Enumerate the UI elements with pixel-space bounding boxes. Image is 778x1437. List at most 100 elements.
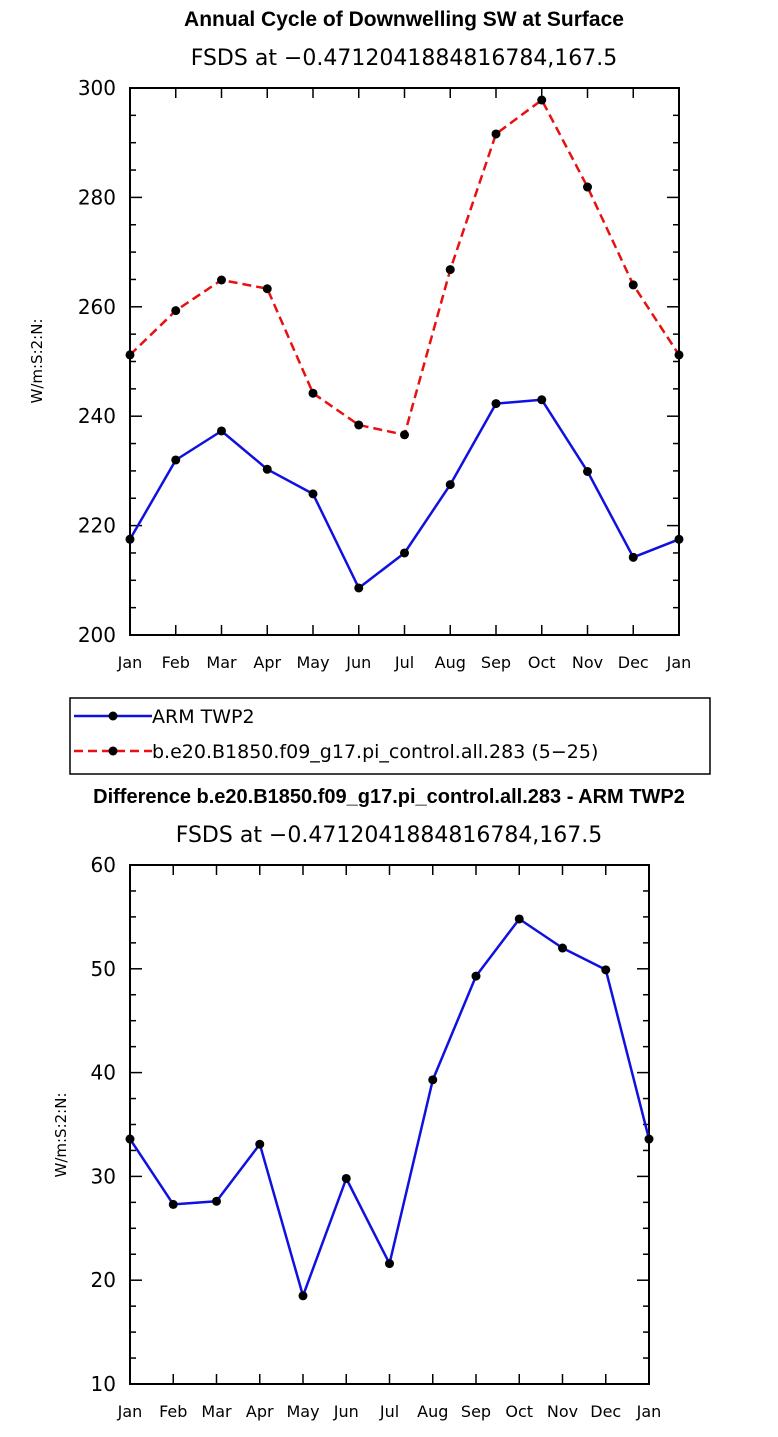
data-point [537, 395, 547, 405]
data-point [354, 420, 364, 430]
series-layer [125, 95, 684, 593]
data-point [583, 466, 592, 476]
data-point [125, 350, 135, 360]
data-point [217, 275, 226, 285]
y-tick-label: 40 [91, 1061, 116, 1085]
data-point [385, 1259, 394, 1269]
legend-label-arm-twp2: ARM TWP2 [152, 706, 255, 728]
data-point [400, 430, 409, 440]
data-point [308, 489, 318, 499]
data-point [674, 534, 684, 544]
data-point [601, 965, 611, 975]
data-point [171, 455, 181, 465]
x-tick-label: Feb [159, 1402, 187, 1421]
data-point [491, 399, 501, 409]
data-point [558, 943, 567, 953]
x-tick-label: May [286, 1402, 319, 1421]
y-tick-label: 20 [91, 1268, 116, 1292]
legend-marker-arm-twp2 [108, 711, 118, 721]
axis-ticks [129, 864, 650, 1385]
y-tick-label: 300 [78, 76, 116, 100]
data-point [262, 284, 272, 294]
x-tick-label: Feb [162, 653, 190, 672]
x-tick-label: Jul [379, 1402, 399, 1421]
legend: ARM TWP2 b.e20.B1850.f09_g17.pi_control.… [69, 697, 711, 775]
data-point [125, 1134, 135, 1144]
tick-labels: Jan Feb Mar Apr May Jun Jul Aug Sep Oct Nov Dec Jan1… [91, 853, 662, 1421]
series-layer [125, 914, 654, 1301]
data-point [400, 548, 409, 558]
data-point [255, 1139, 265, 1149]
data-point [445, 480, 455, 490]
y-tick-label: 30 [91, 1164, 116, 1188]
x-tick-label: May [296, 653, 329, 672]
data-point [428, 1075, 438, 1085]
series-line-1 [129, 98, 681, 437]
legend-label-model: b.e20.B1850.f09_g17.pi_control.all.283 (… [152, 741, 598, 763]
x-tick-label: Mar [201, 1402, 232, 1421]
x-tick-label: Jan [666, 653, 692, 672]
plot-frame [129, 864, 650, 1385]
data-point [471, 971, 481, 981]
y-tick-label: 50 [91, 957, 116, 981]
x-tick-label: Jan [636, 1402, 662, 1421]
x-tick-label: Jun [333, 1402, 359, 1421]
x-tick-label: Apr [253, 653, 281, 672]
y-tick-label: 260 [78, 295, 116, 319]
data-point [628, 280, 638, 290]
legend-box [69, 697, 711, 775]
y-tick-label: 10 [91, 1372, 116, 1396]
series-line-0 [128, 398, 680, 590]
data-point [262, 464, 272, 474]
data-point [308, 388, 318, 398]
x-tick-label: Jun [345, 653, 371, 672]
x-tick-label: Dec [590, 1402, 621, 1421]
data-point [537, 95, 547, 105]
x-tick-label: Jan [117, 653, 143, 672]
y-tick-label: 60 [91, 853, 116, 877]
y-tick-label: 200 [78, 623, 116, 647]
x-tick-label: Jan [117, 1402, 143, 1421]
data-point [628, 552, 638, 562]
axis-ticks [129, 87, 680, 636]
y-axis-label: W/m:S:2:N: [52, 1093, 70, 1178]
y-axis-label: W/m:S:2:N: [28, 319, 46, 404]
difference-chart: Difference b.e20.B1850.f09_g17.pi_contro… [52, 786, 685, 1421]
data-point [583, 182, 592, 192]
data-point [674, 350, 684, 360]
data-point [298, 1291, 308, 1301]
data-point [491, 129, 501, 139]
x-tick-label: Nov [547, 1402, 578, 1421]
legend-marker-model [108, 746, 118, 756]
series-line-0 [128, 917, 651, 1298]
x-tick-label: Apr [246, 1402, 274, 1421]
x-tick-label: Oct [528, 653, 556, 672]
x-tick-label: Aug [417, 1402, 448, 1421]
data-point [644, 1134, 654, 1144]
y-tick-label: 240 [78, 404, 116, 428]
x-tick-label: Sep [481, 653, 511, 672]
chart-title: Difference b.e20.B1850.f09_g17.pi_contro… [93, 786, 685, 808]
chart-subtitle: FSDS at −0.4712041884816784,167.5 [176, 823, 603, 848]
chart-title: Annual Cycle of Downwelling SW at Surfac… [184, 8, 624, 31]
x-tick-label: Jul [394, 653, 414, 672]
y-tick-label: 280 [78, 185, 116, 209]
annual-cycle-chart: Annual Cycle of Downwelling SW at Surfac… [28, 8, 691, 672]
x-tick-label: Sep [461, 1402, 491, 1421]
x-tick-label: Mar [206, 653, 237, 672]
data-point [217, 426, 226, 436]
data-point [354, 583, 364, 593]
x-tick-label: Dec [618, 653, 649, 672]
data-point [168, 1199, 178, 1209]
data-point [125, 534, 135, 544]
data-point [212, 1196, 221, 1206]
y-tick-label: 220 [78, 514, 116, 538]
x-tick-label: Aug [435, 653, 466, 672]
chart-subtitle: FSDS at −0.4712041884816784,167.5 [191, 46, 618, 71]
x-tick-label: Oct [505, 1402, 533, 1421]
data-point [341, 1173, 351, 1183]
data-point [514, 914, 524, 924]
data-point [171, 306, 181, 316]
data-point [445, 265, 455, 275]
